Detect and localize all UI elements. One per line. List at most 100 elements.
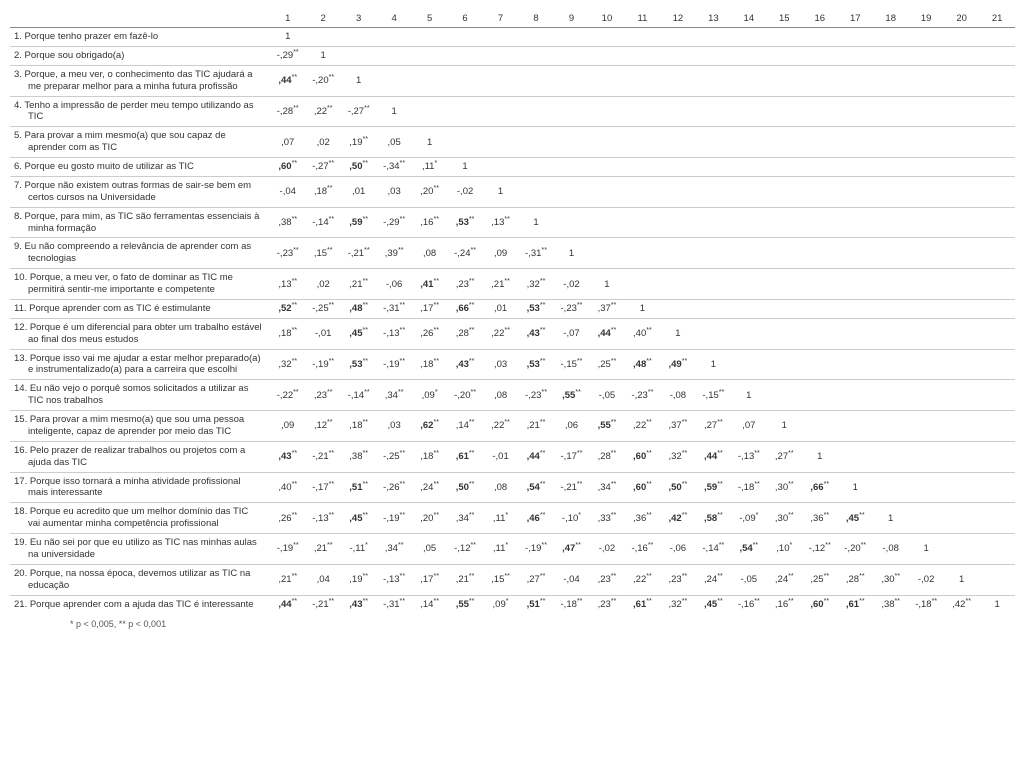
cell	[979, 411, 1015, 442]
cell	[767, 207, 802, 238]
table-row: 20. Porque, na nossa época, devemos util…	[10, 564, 1015, 595]
cell	[944, 238, 979, 269]
cell: ,43**	[270, 441, 305, 472]
row-label-19: 19. Eu não sei por que eu utilizo as TIC…	[10, 534, 270, 565]
table-row: 15. Para provar a mim mesmo(a) que sou u…	[10, 411, 1015, 442]
cell	[873, 269, 908, 300]
cell	[802, 65, 837, 96]
cell: 1	[660, 318, 695, 349]
cell	[554, 176, 589, 207]
cell	[979, 269, 1015, 300]
cell	[625, 28, 660, 47]
cell: -,21**	[554, 472, 589, 503]
cell: 1	[979, 595, 1015, 613]
cell: ,53**	[447, 207, 482, 238]
cell: 1	[731, 380, 766, 411]
cell	[944, 269, 979, 300]
cell: ,55**	[589, 411, 624, 442]
cell	[838, 46, 873, 65]
cell	[802, 127, 837, 158]
cell: -,25**	[305, 299, 340, 318]
cell: 1	[554, 238, 589, 269]
cell	[376, 28, 411, 47]
cell	[873, 127, 908, 158]
cell: ,09	[483, 238, 518, 269]
cell	[873, 207, 908, 238]
cell	[518, 96, 553, 127]
cell	[589, 65, 624, 96]
cell	[979, 28, 1015, 47]
table-row: 12. Porque é um diferencial para obter u…	[10, 318, 1015, 349]
cell	[518, 46, 553, 65]
cell: ,60**	[625, 472, 660, 503]
cell: ,27**	[518, 564, 553, 595]
cell: 1	[589, 269, 624, 300]
cell	[873, 158, 908, 177]
cell: ,43**	[341, 595, 376, 613]
cell: ,61**	[447, 441, 482, 472]
cell	[412, 28, 447, 47]
cell: -,04	[270, 176, 305, 207]
cell	[873, 238, 908, 269]
cell: ,66**	[447, 299, 482, 318]
cell	[625, 158, 660, 177]
cell	[873, 176, 908, 207]
cell	[838, 269, 873, 300]
cell	[944, 96, 979, 127]
cell	[447, 65, 482, 96]
cell	[838, 380, 873, 411]
cell	[944, 28, 979, 47]
row-label-7: 7. Porque não existem outras formas de s…	[10, 176, 270, 207]
cell	[944, 176, 979, 207]
cell: -,18**	[908, 595, 943, 613]
cell: ,34**	[376, 380, 411, 411]
cell: ,04	[305, 564, 340, 595]
cell	[944, 411, 979, 442]
cell	[908, 299, 943, 318]
cell	[944, 534, 979, 565]
row-label-3: 3. Porque, a meu ver, o conhecimento das…	[10, 65, 270, 96]
col-header-8: 8	[518, 10, 553, 28]
cell: 1	[447, 158, 482, 177]
cell	[696, 65, 731, 96]
cell: ,50**	[447, 472, 482, 503]
row-label-11: 11. Porque aprender com as TIC é estimul…	[10, 299, 270, 318]
col-header-3: 3	[341, 10, 376, 28]
cell	[554, 96, 589, 127]
col-header-12: 12	[660, 10, 695, 28]
cell: 1	[305, 46, 340, 65]
cell: -,19**	[305, 349, 340, 380]
cell: ,52**	[270, 299, 305, 318]
cell	[447, 96, 482, 127]
cell: ,41**	[412, 269, 447, 300]
cell: -,23**	[625, 380, 660, 411]
cell: ,50**	[660, 472, 695, 503]
cell	[908, 96, 943, 127]
cell	[731, 299, 766, 318]
cell: 1	[518, 207, 553, 238]
cell: -,29**	[376, 207, 411, 238]
cell	[767, 28, 802, 47]
cell: 1	[696, 349, 731, 380]
cell: ,26**	[270, 503, 305, 534]
table-row: 9. Eu não compreendo a relevância de apr…	[10, 238, 1015, 269]
cell: ,22**	[625, 564, 660, 595]
cell	[767, 158, 802, 177]
cell: ,21**	[305, 534, 340, 565]
row-label-21: 21. Porque aprender com a ajuda das TIC …	[10, 595, 270, 613]
cell: ,34**	[447, 503, 482, 534]
cell: ,55**	[447, 595, 482, 613]
cell	[944, 318, 979, 349]
cell: ,32**	[270, 349, 305, 380]
cell: ,61**	[625, 595, 660, 613]
cell: ,60**	[270, 158, 305, 177]
cell	[660, 158, 695, 177]
row-label-13: 13. Porque isso vai me ajudar a estar me…	[10, 349, 270, 380]
cell	[660, 46, 695, 65]
cell: ,48**	[341, 299, 376, 318]
cell: ,14**	[447, 411, 482, 442]
cell	[767, 349, 802, 380]
cell: ,44**	[589, 318, 624, 349]
cell	[944, 299, 979, 318]
cell	[554, 28, 589, 47]
